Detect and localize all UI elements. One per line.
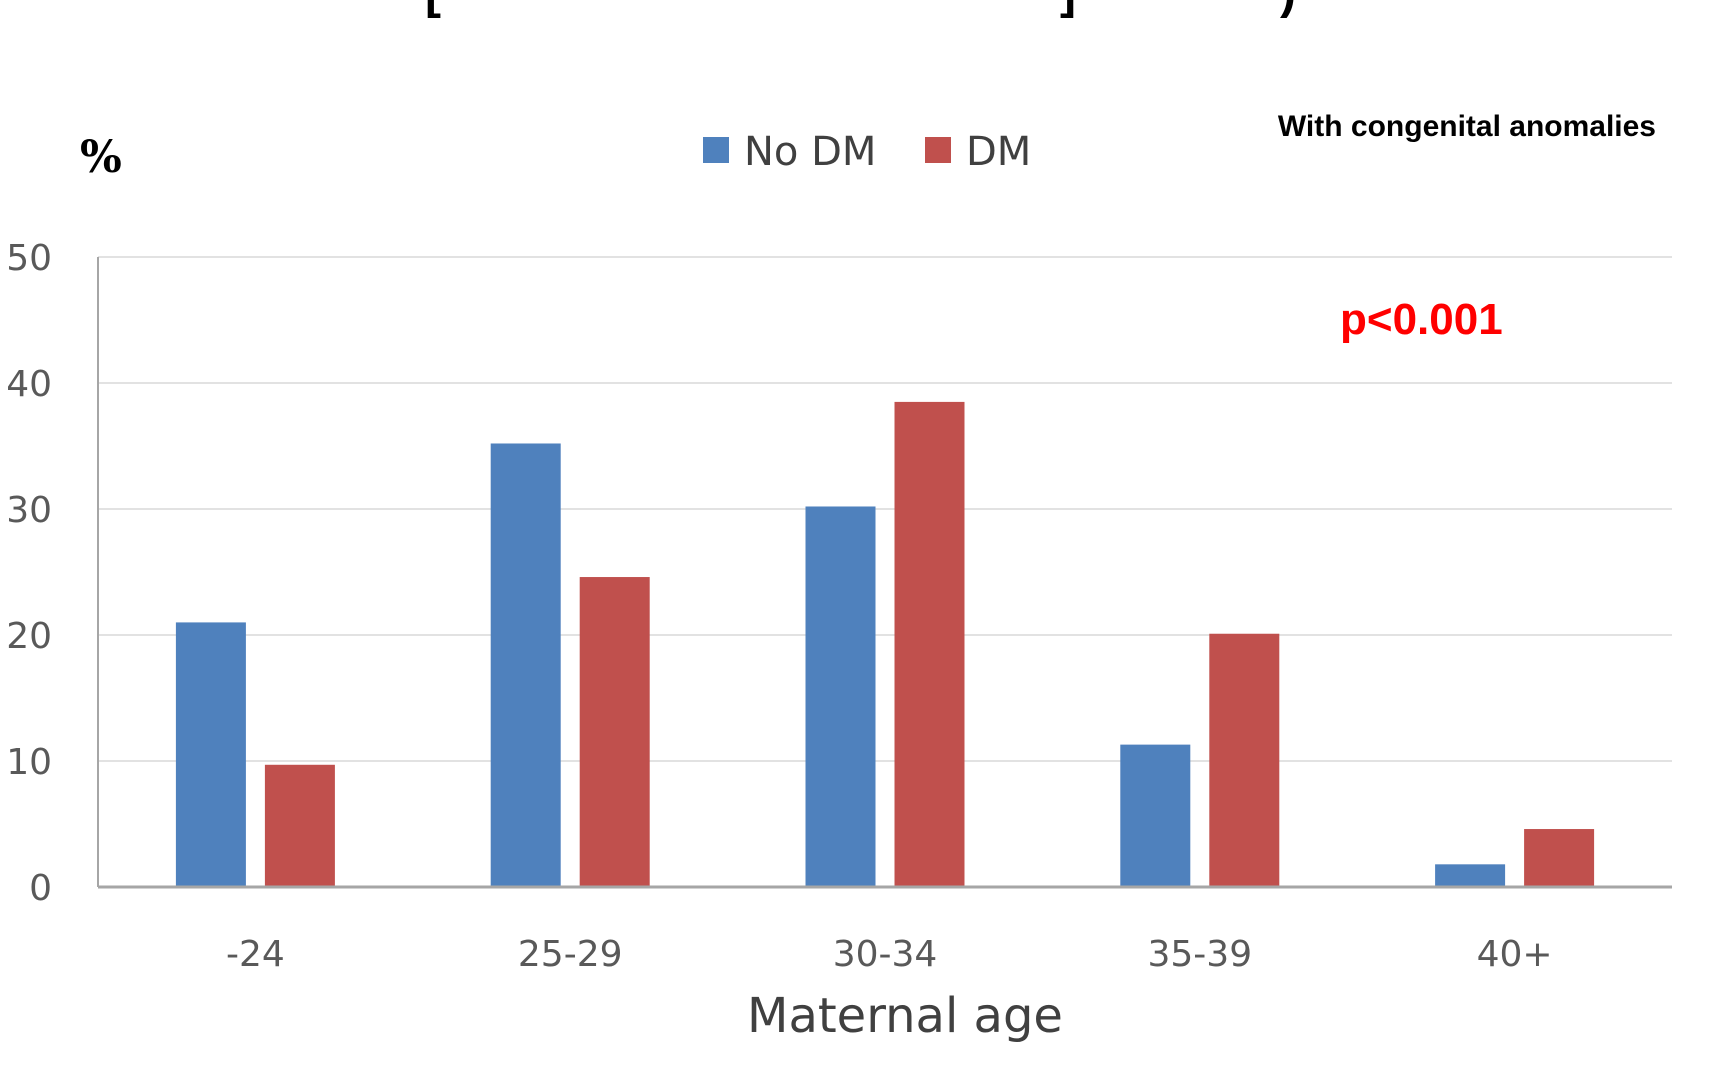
y-tick-label: 30 — [6, 490, 52, 531]
gridlines — [98, 256, 1672, 762]
bar-dm-3 — [1209, 633, 1280, 887]
x-tick-label: -24 — [226, 934, 285, 975]
bar-no-dm-1 — [490, 443, 561, 887]
y-tick-label: 20 — [6, 616, 52, 657]
chart-subtitle: With congenital anomalies — [1278, 110, 1656, 143]
bar-no-dm-4 — [1435, 864, 1506, 887]
x-tick-label: 40+ — [1477, 934, 1553, 975]
legend-swatch — [703, 137, 729, 163]
y-tick-label: 50 — [6, 238, 52, 279]
x-tick-label: 25-29 — [518, 934, 623, 975]
y-axis-ticks: 0 10 20 30 40 50 — [6, 238, 52, 909]
legend-label: DM — [966, 129, 1031, 175]
x-axis-ticks: -24 25-29 30-34 35-39 40+ — [226, 934, 1553, 975]
title-fragment: [ ] ) — [425, 0, 1296, 19]
bar-no-dm-0 — [175, 622, 246, 887]
y-tick-label: 40 — [6, 364, 52, 405]
legend-swatch — [925, 137, 951, 163]
svg-text:): ) — [1280, 0, 1296, 19]
svg-text:[: [ — [425, 0, 441, 19]
unit-label: % — [80, 132, 122, 183]
bar-dm-0 — [264, 764, 335, 887]
p-value-annotation: p<0.001 — [1340, 295, 1503, 344]
y-tick-label: 10 — [6, 742, 52, 783]
bar-dm-4 — [1524, 829, 1595, 887]
bar-dm-1 — [579, 577, 650, 887]
bar-no-dm-3 — [1120, 744, 1191, 887]
legend-label: No DM — [744, 129, 876, 175]
x-axis-label: Maternal age — [747, 988, 1063, 1044]
bars — [175, 401, 1595, 887]
svg-text:]: ] — [1060, 0, 1076, 19]
legend: No DM DM — [703, 129, 1031, 175]
x-tick-label: 30-34 — [833, 934, 938, 975]
y-tick-label: 0 — [29, 868, 52, 909]
x-tick-label: 35-39 — [1147, 934, 1252, 975]
bar-no-dm-2 — [805, 506, 876, 887]
bar-dm-2 — [894, 401, 965, 887]
